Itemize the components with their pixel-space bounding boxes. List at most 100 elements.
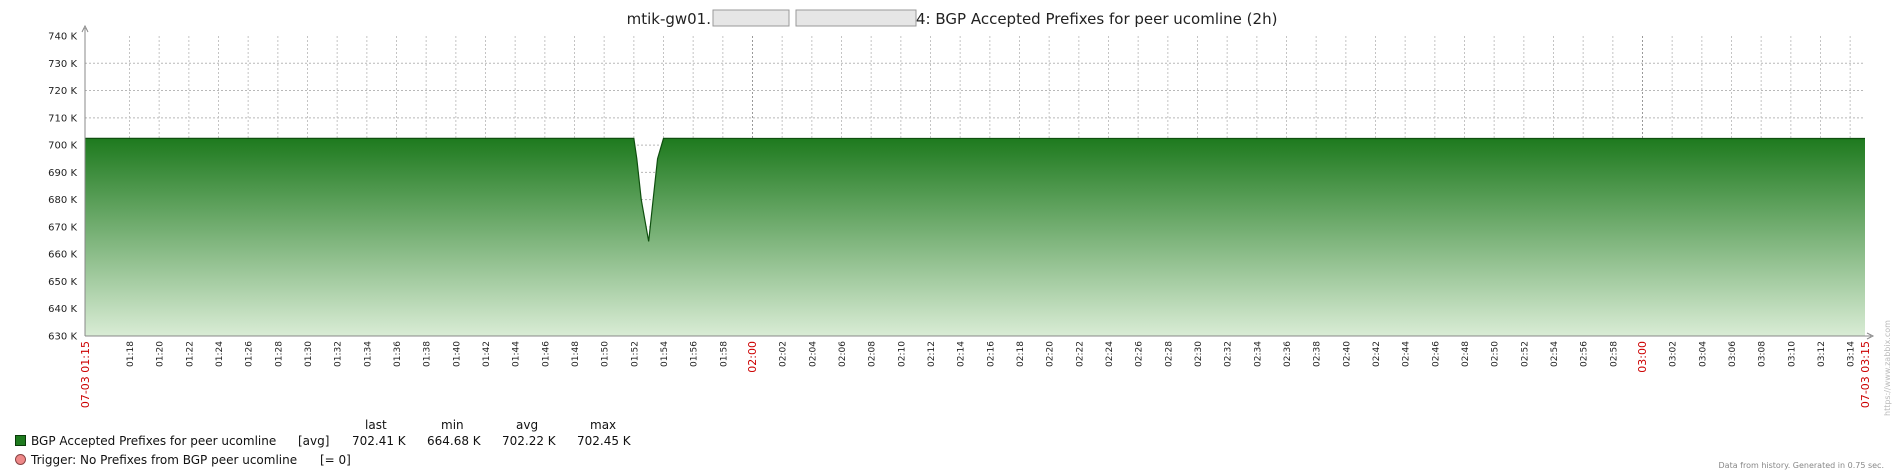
x-tick-label: 02:52 [1520,341,1530,367]
y-tick-label: 630 K [48,332,77,343]
generation-footer: Data from history. Generated in 0.75 sec… [1718,461,1884,470]
x-tick-label: 02:00 [746,341,759,373]
x-tick-label: 03:06 [1728,341,1738,367]
x-end-label: 07-03 03:15 [1859,341,1872,408]
series-area [85,138,1865,336]
y-tick-label: 650 K [48,277,77,288]
y-tick-label: 660 K [48,250,77,261]
legend-header-avg: avg [516,418,539,432]
zabbix-watermark: https://www.zabbix.com [1883,320,1892,416]
y-tick-label: 720 K [48,86,77,97]
x-tick-label: 01:42 [482,341,492,367]
series-line [85,137,1866,242]
x-tick-label: 01:46 [541,341,551,367]
y-tick-label: 670 K [48,222,77,233]
y-tick-label: 740 K [48,32,77,43]
x-tick-label: 02:06 [838,341,848,367]
x-tick-label: 02:16 [986,341,996,367]
x-tick-label: 02:02 [779,341,789,367]
legend-series-avg: 702.22 K [502,434,556,448]
legend-series-swatch [15,435,26,446]
legend-series-func: [avg] [298,434,330,448]
x-tick-label: 01:44 [512,341,522,367]
x-tick-label: 01:20 [156,341,166,367]
x-tick-label: 01:40 [452,341,462,367]
y-tick-label: 640 K [48,304,77,315]
x-tick-label: 01:50 [601,341,611,367]
x-tick-label: 03:08 [1758,341,1768,367]
y-tick-label: 730 K [48,59,77,70]
x-tick-label: 02:28 [1164,341,1174,367]
x-tick-label: 02:30 [1194,341,1204,367]
y-tick-label: 710 K [48,113,77,124]
x-tick-label: 03:00 [1636,341,1649,373]
legend-series-last: 702.41 K [352,434,406,448]
y-axis-arrow [81,24,89,33]
x-tick-label: 02:24 [1105,341,1115,367]
x-tick-label: 02:46 [1431,341,1441,367]
x-tick-label: 02:26 [1135,341,1145,367]
x-tick-label: 01:56 [690,341,700,367]
x-tick-label: 02:36 [1283,341,1293,367]
x-tick-label: 02:34 [1253,341,1263,367]
y-tick-label: 690 K [48,168,77,179]
legend-header-min: min [441,418,464,432]
x-tick-label: 01:30 [304,341,314,367]
x-tick-label: 01:26 [245,341,255,367]
x-tick-label: 02:44 [1402,341,1412,367]
x-tick-label: 02:38 [1313,341,1323,367]
x-tick-label: 02:58 [1609,341,1619,367]
x-tick-label: 03:04 [1698,341,1708,367]
legend-header-last: last [365,418,387,432]
x-tick-label: 02:10 [897,341,907,367]
x-tick-label: 01:34 [363,341,373,367]
chart-title-suffix: 4: BGP Accepted Prefixes for peer ucomli… [916,10,1277,28]
x-tick-label: 01:54 [660,341,670,367]
x-tick-label: 01:28 [274,341,284,367]
legend-trigger: Trigger: No Prefixes from BGP peer ucoml… [15,453,297,467]
x-tick-label: 02:22 [1075,341,1085,367]
x-tick-label: 02:48 [1461,341,1471,367]
x-axis-arrow [1866,332,1875,340]
legend-series-min: 664.68 K [427,434,481,448]
legend-header-max: max [590,418,617,432]
x-tick-label: 02:12 [927,341,937,367]
legend-series-name: BGP Accepted Prefixes for peer ucomline [31,434,277,448]
x-tick-label: 01:32 [334,341,344,367]
x-tick-label: 03:14 [1847,341,1857,367]
x-start-label: 07-03 01:15 [79,341,92,408]
x-tick-label: 02:20 [1046,341,1056,367]
x-tick-label: 02:14 [957,341,967,367]
x-tick-label: 02:42 [1372,341,1382,367]
x-tick-label: 01:52 [630,341,640,367]
x-tick-label: 02:54 [1550,341,1560,367]
x-tick-label: 03:02 [1669,341,1679,367]
chart-title-prefix: mtik-gw01. [627,10,711,28]
x-tick-label: 02:32 [1224,341,1234,367]
x-tick-label: 02:18 [1016,341,1026,367]
x-tick-label: 02:04 [808,341,818,367]
x-tick-label: 01:36 [393,341,403,367]
redacted-box [712,9,790,27]
x-tick-label: 02:50 [1491,341,1501,367]
redacted-box [795,9,917,27]
x-tick-label: 03:10 [1787,341,1797,367]
y-tick-label: 700 K [48,141,77,152]
x-tick-label: 01:24 [215,341,225,367]
x-tick-label: 01:22 [185,341,195,367]
x-tick-label: 01:18 [126,341,136,367]
legend-trigger-cond: [= 0] [320,453,351,467]
legend-trigger-name: Trigger: No Prefixes from BGP peer ucoml… [31,453,298,467]
x-tick-label: 01:38 [423,341,433,367]
x-tick-label: 02:56 [1580,341,1590,367]
x-tick-label: 03:12 [1817,341,1827,367]
x-tick-label: 02:08 [868,341,878,367]
x-tick-label: 01:48 [571,341,581,367]
legend-series-max: 702.45 K [577,434,631,448]
x-tick-label: 01:58 [719,341,729,367]
x-tick-label: 02:40 [1342,341,1352,367]
legend-series: BGP Accepted Prefixes for peer ucomline [15,434,276,448]
legend-trigger-marker [15,454,26,465]
y-tick-label: 680 K [48,195,77,206]
